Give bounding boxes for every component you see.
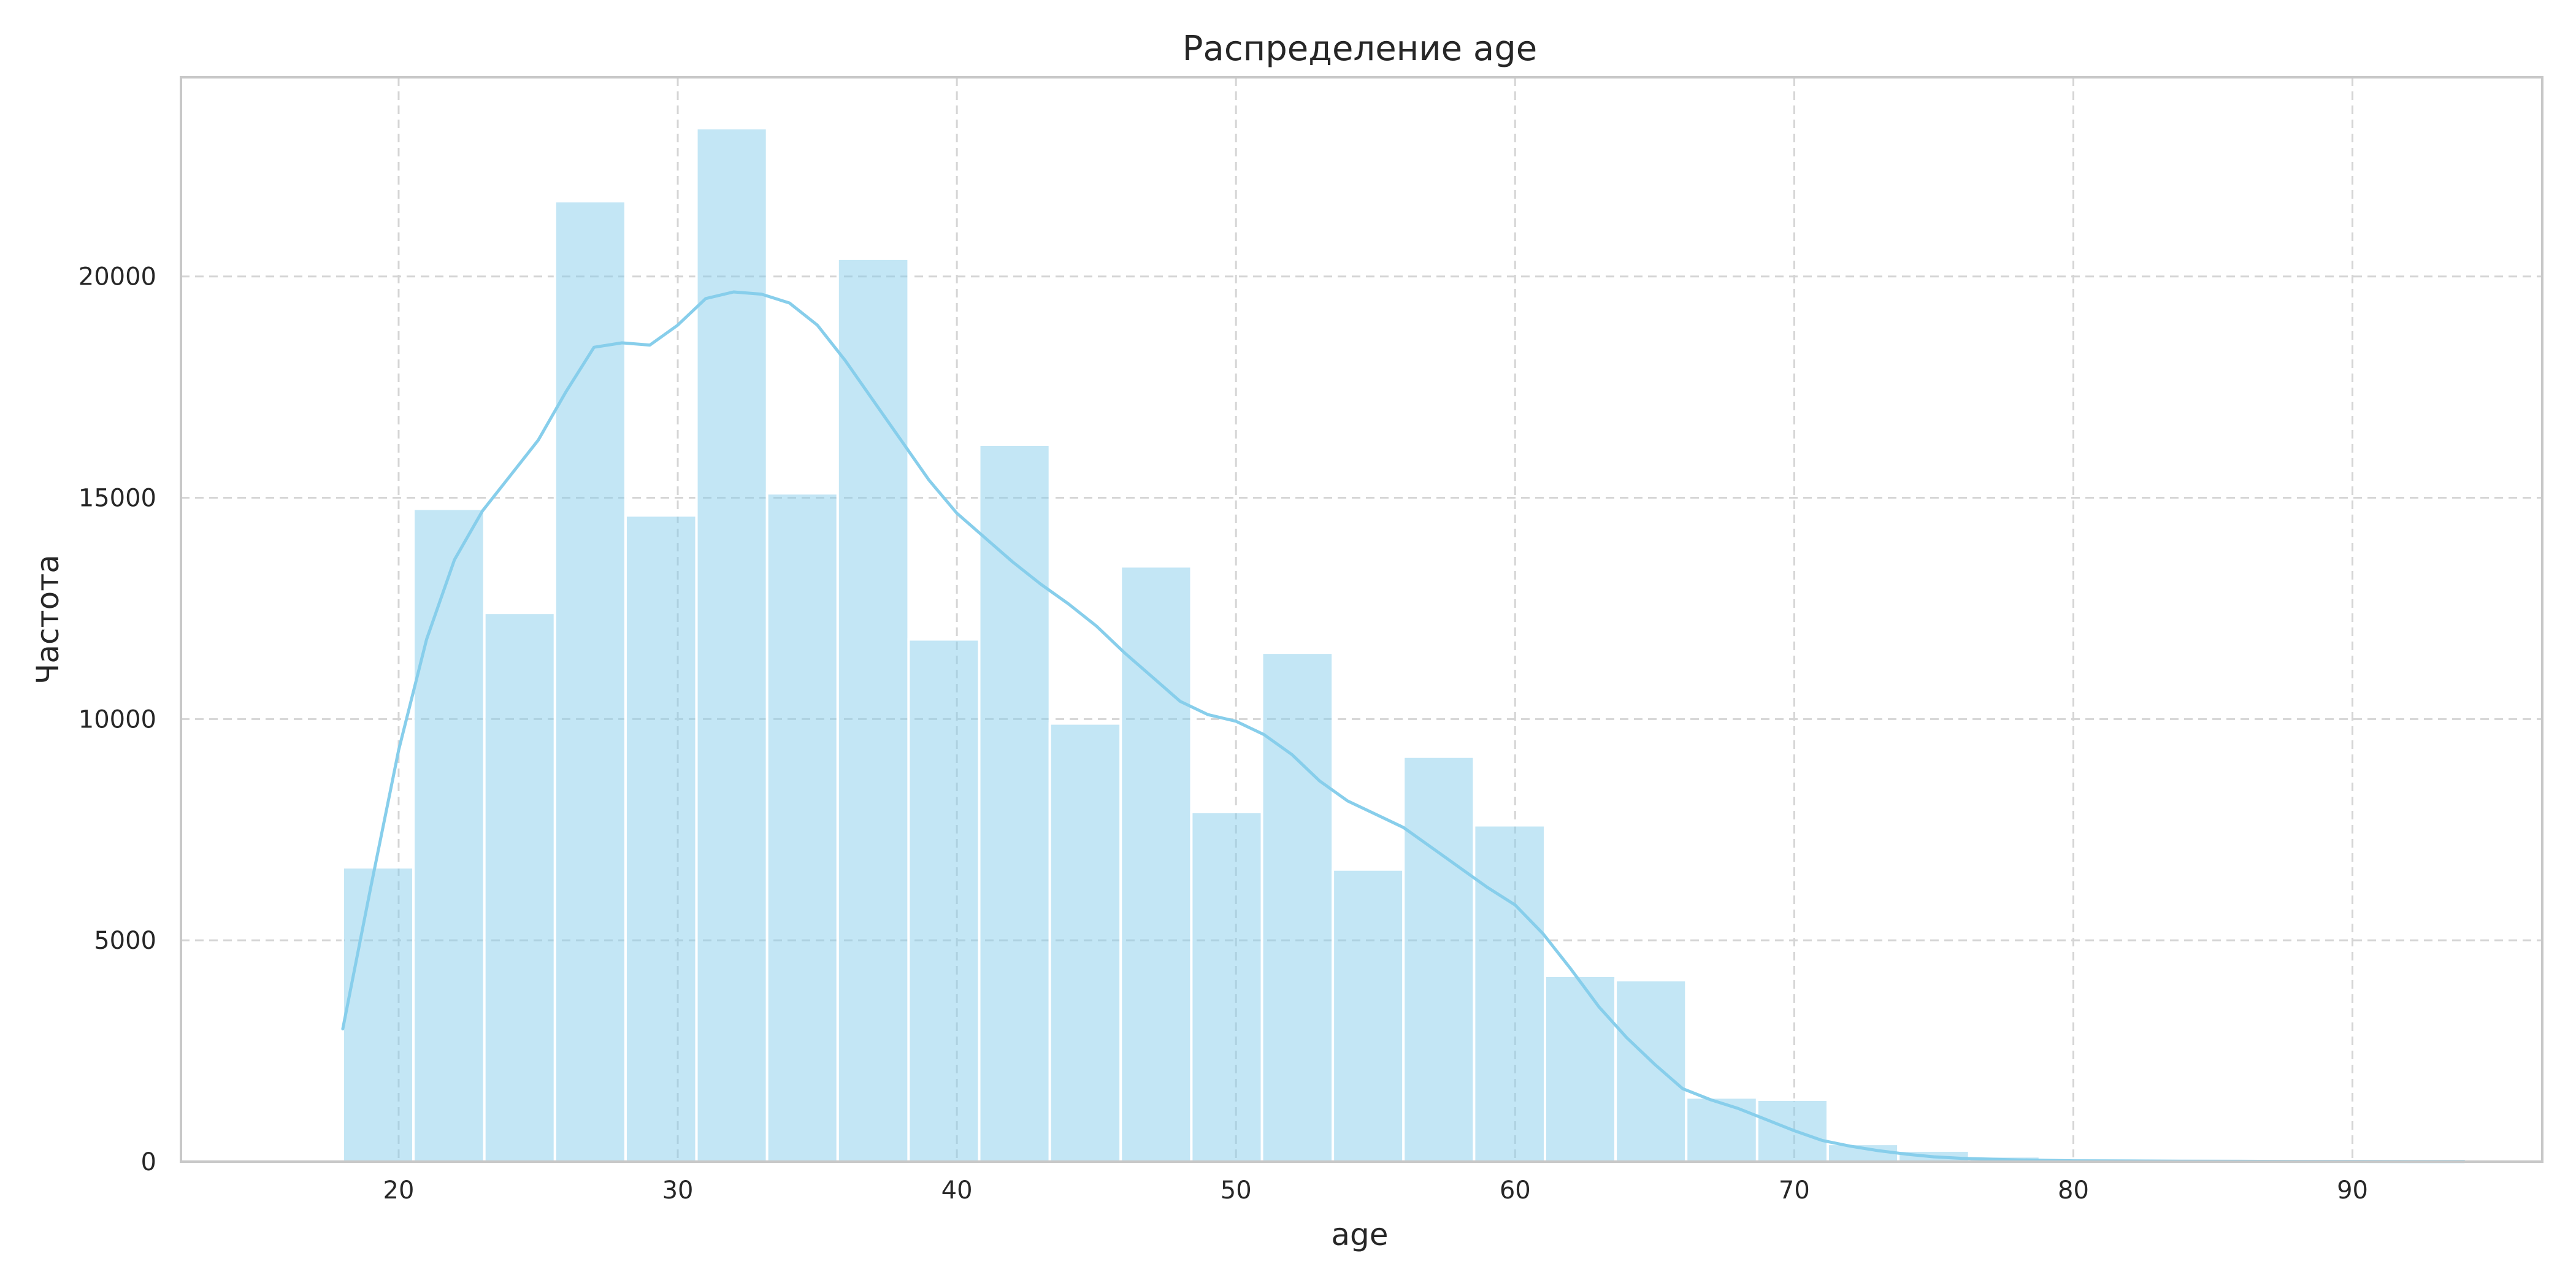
x-tick-label: 80 [2058, 1176, 2089, 1205]
x-tick-label: 50 [1221, 1176, 1252, 1205]
x-tick-label: 30 [662, 1176, 694, 1205]
y-tick-label: 20000 [79, 263, 156, 291]
plot-frame [180, 76, 2543, 1163]
x-tick-label: 60 [1500, 1176, 1531, 1205]
histogram-bar [765, 492, 839, 1163]
y-tick-label: 0 [141, 1148, 156, 1176]
y-axis-label: Частота [30, 554, 66, 684]
x-tick-label: 20 [383, 1176, 415, 1205]
histogram-bar [1048, 722, 1122, 1163]
histogram-bar [907, 638, 981, 1163]
histogram-bar [483, 611, 556, 1163]
chart-title: Распределение age [1183, 29, 1537, 69]
histogram-bar [1190, 810, 1263, 1163]
histogram-bar [1402, 755, 1476, 1163]
histogram-bar [836, 257, 910, 1163]
histogram-bar [412, 507, 486, 1163]
y-tick-labels: 0 5000 10000 15000 20000 [79, 263, 156, 1176]
histogram-bar [624, 514, 698, 1163]
histogram-bar [1473, 824, 1546, 1163]
histogram-bar [978, 443, 1051, 1163]
histogram-bar [341, 866, 415, 1163]
y-tick-label: 10000 [79, 705, 156, 734]
histogram-bar [1614, 979, 1688, 1163]
x-tick-label: 70 [1779, 1176, 1810, 1205]
x-tick-labels: 20 30 40 50 60 70 80 90 [383, 1176, 2368, 1205]
y-tick-label: 5000 [94, 927, 156, 955]
x-tick-label: 40 [941, 1176, 973, 1205]
kde-curve [341, 290, 2466, 1163]
histogram-bar [1543, 974, 1617, 1163]
x-axis-label: age [1331, 1217, 1388, 1252]
histogram-bar [1685, 1096, 1758, 1163]
histogram-bar [1119, 565, 1193, 1163]
histogram-bar [1332, 868, 1405, 1163]
x-tick-label: 90 [2337, 1176, 2368, 1205]
histogram-bar [695, 126, 769, 1163]
y-tick-label: 15000 [79, 485, 156, 513]
histogram-bars [341, 126, 2466, 1163]
histogram-bar [1260, 651, 1335, 1163]
kde-curve-layer [341, 290, 2466, 1163]
